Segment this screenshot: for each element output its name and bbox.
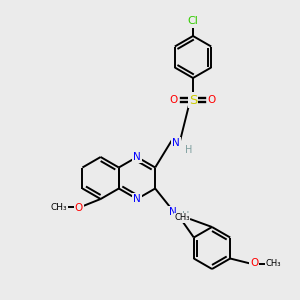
- Text: S: S: [189, 94, 197, 106]
- Text: O: O: [250, 259, 258, 269]
- Text: N: N: [133, 194, 141, 204]
- Text: O: O: [208, 95, 216, 105]
- Text: N: N: [172, 138, 180, 148]
- Text: H: H: [185, 145, 193, 155]
- Text: H: H: [182, 211, 190, 221]
- Text: N: N: [169, 207, 177, 217]
- Text: N: N: [133, 152, 141, 162]
- Text: CH₃: CH₃: [174, 214, 190, 223]
- Text: O: O: [74, 203, 83, 213]
- Text: Cl: Cl: [188, 16, 198, 26]
- Text: CH₃: CH₃: [50, 202, 67, 211]
- Text: CH₃: CH₃: [266, 259, 281, 268]
- Text: O: O: [170, 95, 178, 105]
